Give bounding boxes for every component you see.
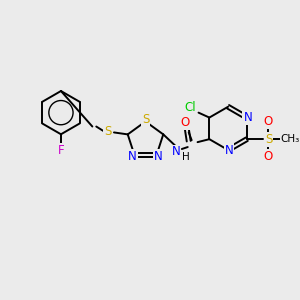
- Text: N: N: [128, 150, 137, 163]
- Text: N: N: [243, 111, 252, 124]
- Text: CH₃: CH₃: [280, 134, 300, 144]
- Text: Cl: Cl: [185, 101, 197, 114]
- Text: N: N: [154, 150, 163, 163]
- Text: S: S: [104, 125, 112, 138]
- Text: N: N: [172, 146, 180, 158]
- Text: F: F: [58, 143, 64, 157]
- Text: S: S: [142, 113, 149, 126]
- Text: H: H: [182, 152, 190, 162]
- Text: O: O: [264, 150, 273, 164]
- Text: O: O: [180, 116, 189, 129]
- Text: O: O: [264, 115, 273, 128]
- Text: S: S: [265, 133, 272, 146]
- Text: N: N: [225, 143, 233, 157]
